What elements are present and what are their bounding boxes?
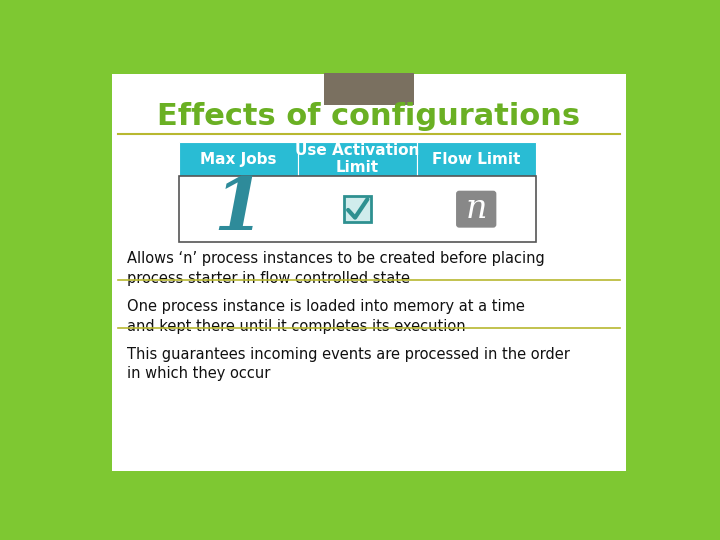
Text: Allows ‘n’ process instances to be created before placing
process starter in flo: Allows ‘n’ process instances to be creat…: [127, 251, 545, 286]
Text: Flow Limit: Flow Limit: [432, 152, 521, 167]
Text: One process instance is loaded into memory at a time
and kept there until it com: One process instance is loaded into memo…: [127, 299, 525, 334]
Bar: [325, 72, 413, 105]
Text: This guarantees incoming events are processed in the order
in which they occur: This guarantees incoming events are proc…: [127, 347, 570, 381]
Text: n: n: [465, 193, 487, 225]
FancyBboxPatch shape: [456, 191, 496, 228]
Bar: [344, 196, 371, 222]
Text: Effects of configurations: Effects of configurations: [158, 102, 580, 131]
Text: Max Jobs: Max Jobs: [200, 152, 276, 167]
Bar: [179, 142, 298, 177]
Text: 1: 1: [213, 174, 264, 245]
Bar: [179, 177, 536, 242]
Bar: [417, 142, 536, 177]
Bar: [298, 142, 417, 177]
Text: Use Activation
Limit: Use Activation Limit: [295, 143, 420, 176]
